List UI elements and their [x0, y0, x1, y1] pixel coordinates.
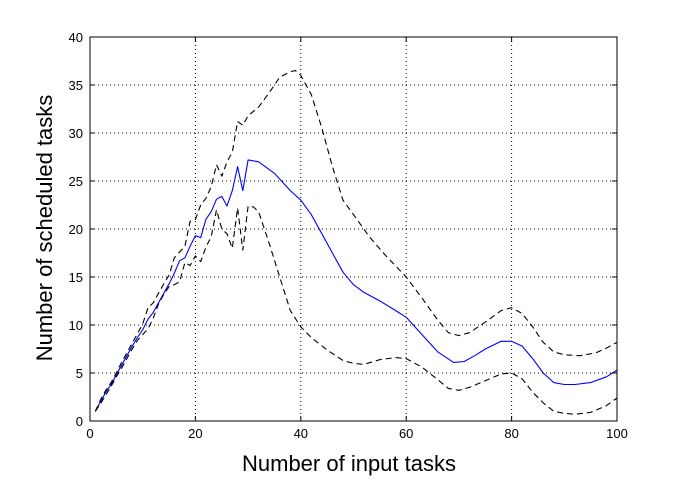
- y-tick-label: 35: [69, 78, 83, 93]
- x-tick-label: 40: [294, 426, 308, 441]
- y-tick-label: 0: [76, 414, 83, 429]
- y-tick-label: 10: [69, 318, 83, 333]
- x-tick-label: 80: [504, 426, 518, 441]
- y-tick-label: 20: [69, 222, 83, 237]
- grid: [90, 37, 617, 421]
- x-tick-label: 100: [606, 426, 628, 441]
- y-tick-label: 5: [76, 366, 83, 381]
- x-tick-label: 20: [188, 426, 202, 441]
- solid-series-line-0: [94, 159, 618, 412]
- y-axis-title: Number of scheduled tasks: [32, 95, 57, 362]
- x-tick-label: 60: [399, 426, 413, 441]
- x-axis-title: Number of input tasks: [242, 451, 456, 476]
- y-tick-label: 15: [69, 270, 83, 285]
- dashed-series-line-1: [94, 70, 618, 412]
- y-tick-label: 30: [69, 126, 83, 141]
- dashed-series-line-2: [94, 205, 618, 415]
- ticks: 0 20 40 60 80 100 0 5 10 15 20 25 30 35 40: [69, 30, 628, 441]
- x-tick-label: 0: [86, 426, 93, 441]
- y-tick-label: 40: [69, 30, 83, 45]
- series-group: [94, 70, 618, 415]
- y-tick-label: 25: [69, 174, 83, 189]
